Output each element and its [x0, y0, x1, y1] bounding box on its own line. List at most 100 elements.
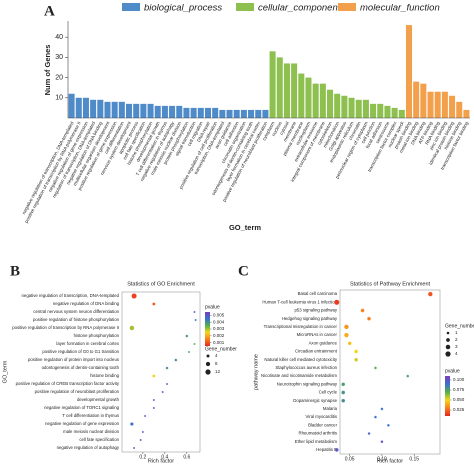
y-tick-label: Transcriptional misregulation in cancer — [264, 324, 338, 329]
legend-label: biological_process — [144, 3, 222, 14]
dot — [165, 366, 169, 370]
bar — [370, 103, 377, 118]
y-tick-label: negative regulation of TORC1 signaling — [44, 405, 119, 410]
y-tick-label: Human T-cell leukemia virus 1 infection — [262, 299, 337, 304]
y-tick-label: central nervous system neuron differenti… — [33, 309, 119, 314]
bar — [226, 109, 233, 118]
bar — [147, 103, 154, 118]
dot — [344, 332, 349, 338]
y-tick-label: cell fate specification — [79, 437, 119, 442]
dot — [193, 310, 196, 314]
legend-swatch — [122, 3, 140, 11]
bar — [90, 99, 97, 118]
y-tick-label: 30 — [55, 54, 63, 61]
bar — [197, 107, 204, 118]
x-tick-label: 0.6 — [183, 454, 190, 460]
size-legend-dot — [446, 331, 450, 335]
y-tick-label: positive regulation of transcription by … — [12, 325, 119, 330]
dot — [139, 438, 142, 442]
size-legend-title: Gene_number — [205, 346, 237, 352]
dot — [347, 341, 352, 346]
y-tick-label: negative regulation of DNA binding — [53, 301, 120, 306]
colorbar — [205, 312, 210, 346]
bar — [398, 109, 405, 118]
dot — [341, 390, 346, 395]
dot — [367, 432, 371, 435]
bar — [334, 93, 341, 118]
bar — [327, 89, 334, 118]
chart-title: Statistics of GO Enrichment — [127, 281, 195, 287]
size-legend-label: 3 — [455, 344, 458, 349]
x-tick-label: 0.2 — [139, 454, 146, 460]
y-axis-label: pathway name — [253, 354, 259, 390]
y-tick-label: odontogenesis of dentin-containing tooth — [42, 365, 120, 370]
bar — [434, 91, 441, 118]
y-tick-label: Hedgehog signaling pathway — [282, 316, 338, 321]
size-legend-dot — [446, 338, 450, 342]
dot — [193, 342, 196, 346]
y-tick-label: Natural killer cell mediated cytotoxicit… — [264, 357, 337, 362]
y-tick-label: male meiosis nuclear division — [63, 429, 119, 434]
dot — [367, 316, 371, 321]
dot — [194, 318, 197, 322]
bar — [140, 103, 147, 118]
dot — [354, 357, 359, 362]
y-tick-label: Viral myocarditis — [306, 414, 337, 419]
bar — [82, 97, 89, 118]
bar — [212, 107, 219, 118]
bar — [291, 63, 298, 118]
dot — [341, 382, 346, 387]
y-tick-label: Cell cycle — [319, 390, 338, 395]
bar — [355, 99, 362, 118]
y-tick-label: positive regulation of G0 to G1 transiti… — [42, 349, 119, 354]
dot — [132, 446, 136, 450]
size-legend-dot — [206, 354, 210, 358]
bar — [190, 107, 197, 118]
y-axis-label: Num of Genes — [43, 45, 52, 96]
y-tick-label: 10 — [55, 95, 63, 102]
bar — [183, 107, 190, 118]
dot — [386, 423, 390, 427]
dot — [374, 366, 377, 370]
size-legend-label: 1 — [455, 330, 458, 335]
dot — [141, 430, 145, 434]
bar — [204, 107, 211, 118]
y-tick-label: Neurotrophin signaling pathway — [277, 381, 338, 386]
y-tick-label: developmental growth — [77, 397, 120, 402]
bar — [298, 73, 305, 118]
bar — [111, 101, 118, 118]
bar — [104, 101, 111, 118]
bar — [269, 51, 276, 118]
bar — [463, 109, 470, 118]
x-axis-label: Rich factor — [377, 458, 403, 464]
y-tick-label: negative regulation of transcription, DN… — [22, 293, 120, 298]
bar — [240, 109, 247, 118]
bar — [283, 63, 290, 118]
dot — [143, 414, 147, 418]
bar — [441, 91, 448, 118]
bar — [384, 105, 391, 118]
bar — [161, 105, 168, 118]
y-tick-label: positive regulation of neuroblast prolif… — [35, 389, 120, 394]
color-legend-title: pvalue — [205, 304, 220, 310]
bar — [449, 95, 456, 118]
bar — [75, 97, 82, 118]
size-legend-label: 4 — [455, 351, 458, 356]
size-legend-label: 12 — [215, 369, 221, 374]
colorbar-tick-label: 0.005 — [213, 313, 225, 318]
y-tick-label: Nicotinate and nicotinamide metabolism — [261, 373, 337, 378]
dot — [131, 293, 137, 299]
dot — [341, 398, 346, 403]
y-tick-label: positive regulation of protein import in… — [28, 357, 119, 362]
legend-swatch — [338, 3, 356, 11]
bar — [377, 103, 384, 118]
chart-title: Statistics of Pathway Enrichment — [350, 281, 431, 287]
size-legend-label: 4 — [215, 353, 218, 358]
legend-swatch — [236, 3, 254, 11]
x-axis-label: GO_term — [229, 223, 261, 232]
y-tick-label: T cell differentiation in thymus — [62, 413, 119, 418]
y-tick-label: 40 — [55, 34, 63, 41]
dot — [334, 447, 339, 452]
bar — [255, 109, 262, 118]
x-axis-label: Rich factor — [148, 458, 174, 464]
